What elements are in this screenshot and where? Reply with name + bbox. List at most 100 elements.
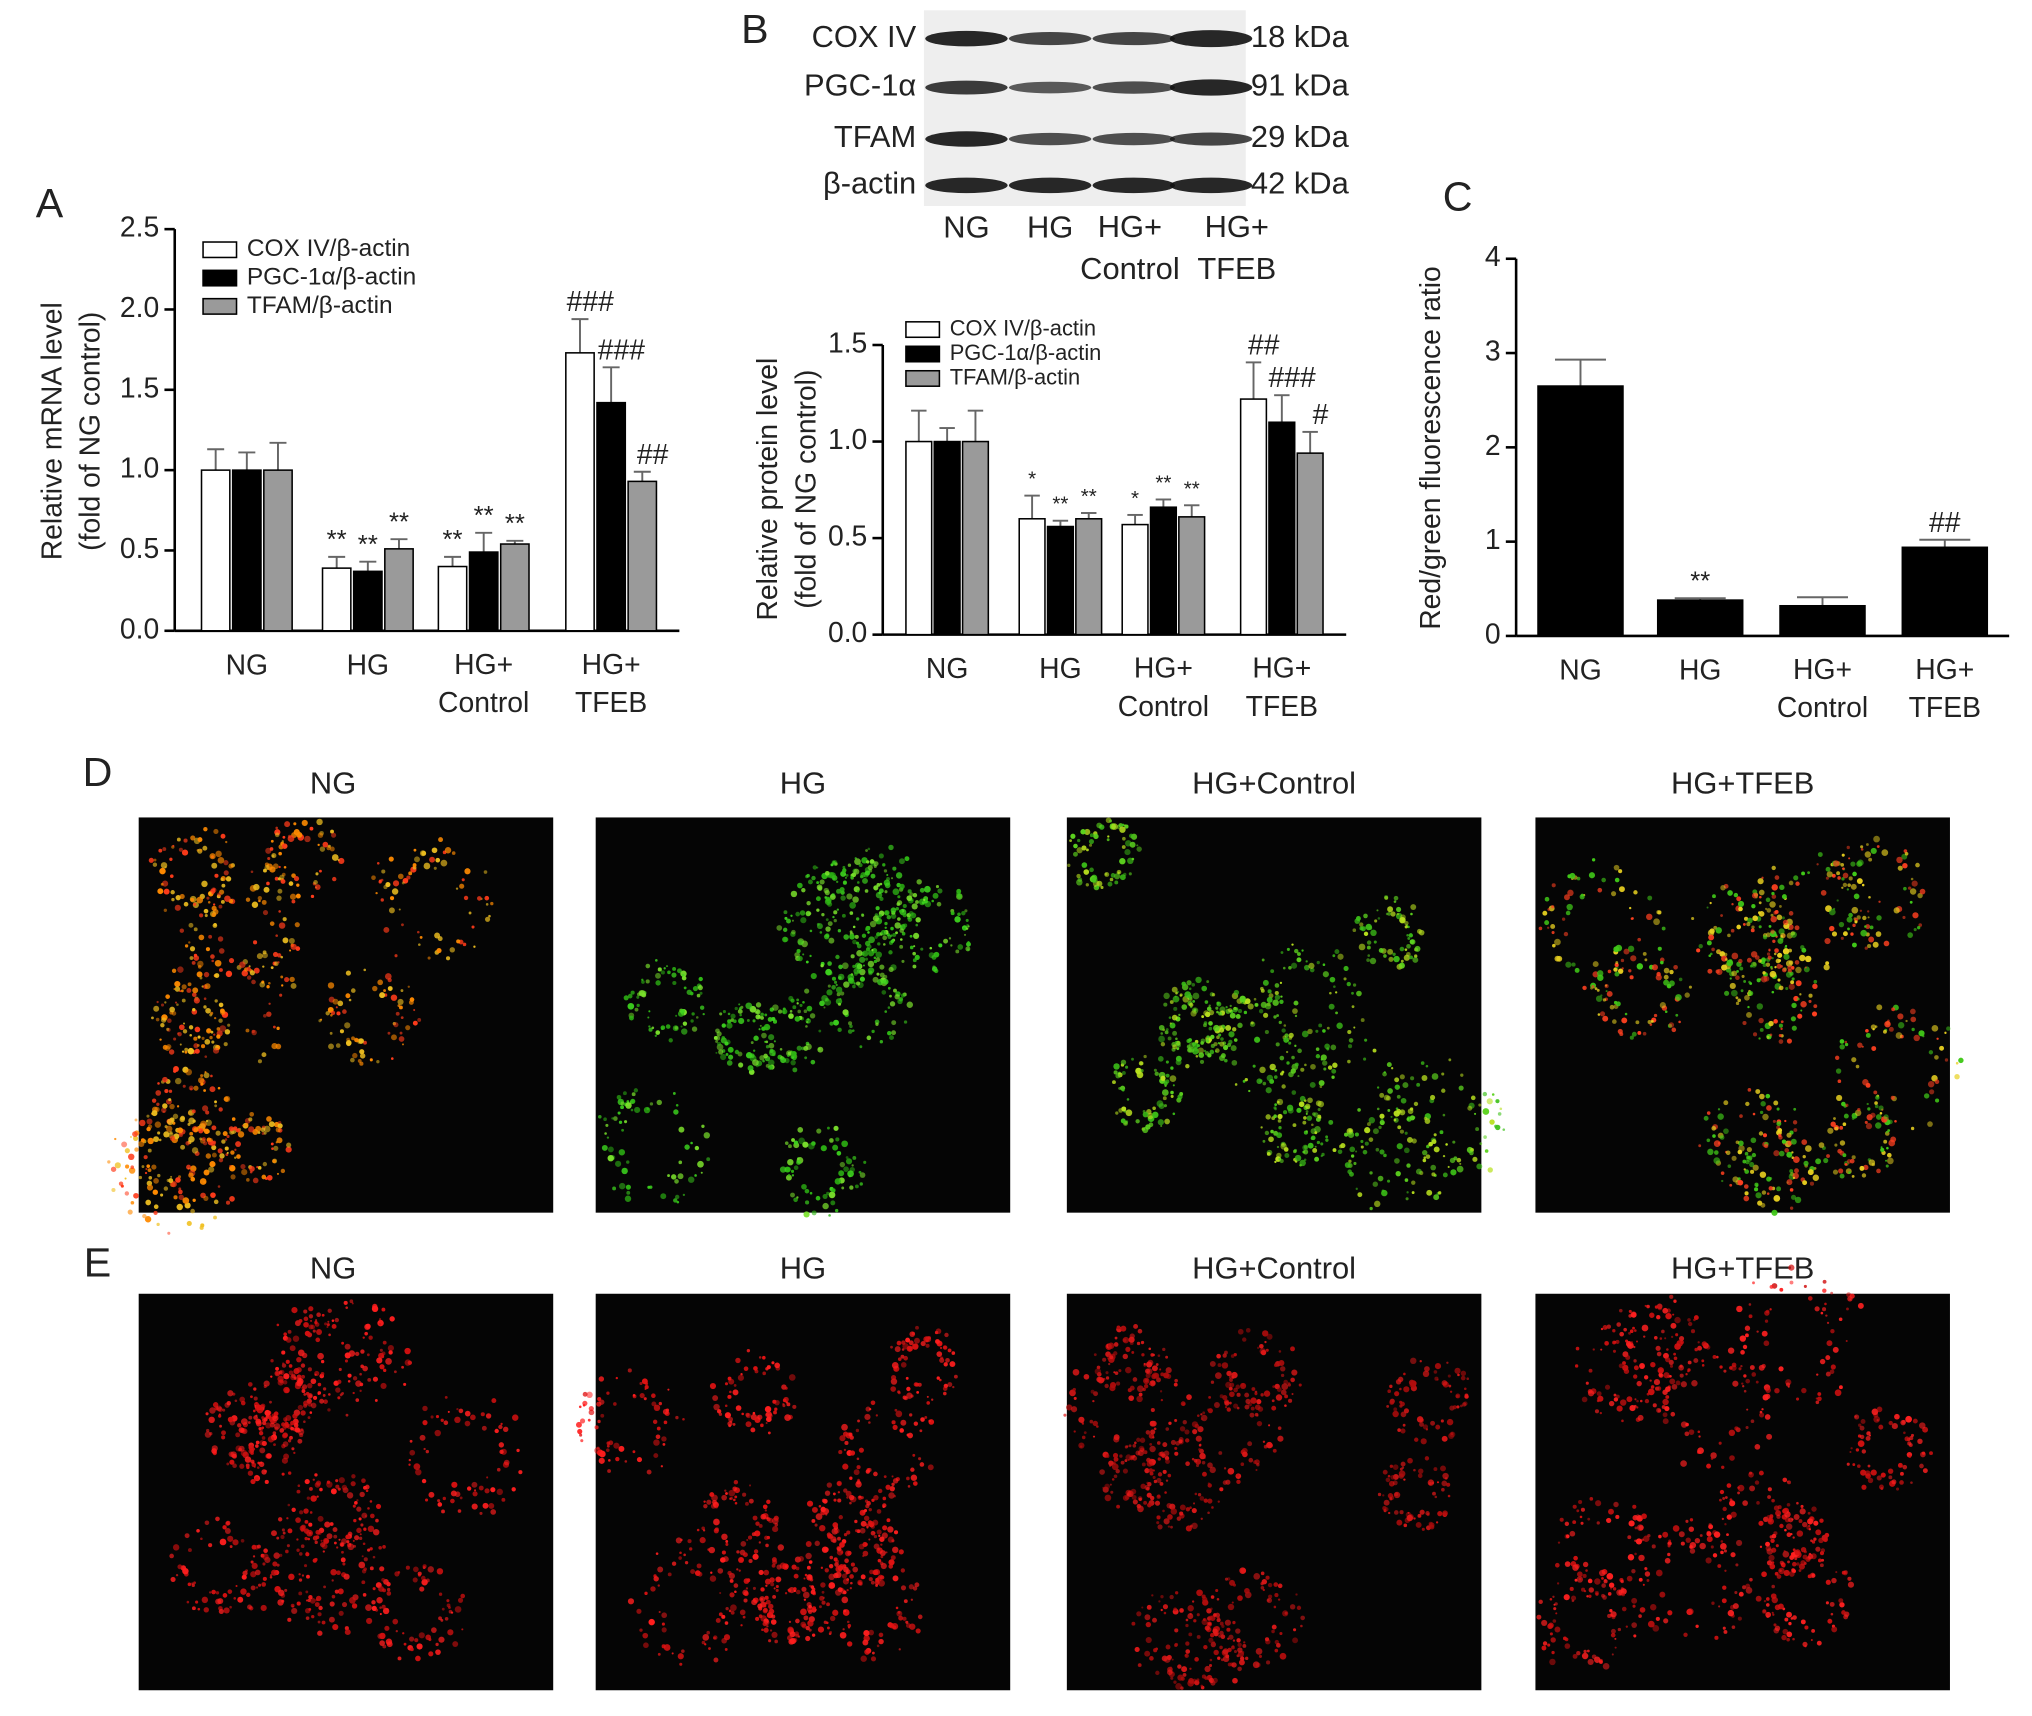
mito-dot bbox=[1617, 968, 1624, 974]
mito-dot bbox=[615, 1456, 620, 1462]
mito-dot bbox=[213, 1016, 217, 1020]
mito-dot bbox=[1179, 993, 1183, 997]
mito-dot bbox=[797, 882, 803, 889]
mito-dot bbox=[1192, 1042, 1199, 1049]
mito-dot bbox=[828, 1214, 831, 1217]
mito-dot bbox=[1228, 1386, 1233, 1391]
mito-dot bbox=[1303, 1099, 1307, 1102]
panel-label: C bbox=[1443, 173, 1473, 219]
mito-dot bbox=[516, 1448, 520, 1453]
bar bbox=[468, 551, 499, 632]
mito-dot bbox=[297, 1484, 301, 1487]
mito-dot bbox=[130, 1200, 135, 1205]
mito-dot bbox=[825, 918, 829, 922]
mito-dot bbox=[921, 901, 925, 905]
blot-band bbox=[925, 80, 1008, 95]
mito-dot bbox=[1883, 1029, 1887, 1034]
mito-dot bbox=[227, 1535, 234, 1542]
mito-dot bbox=[1895, 1032, 1903, 1039]
mito-dot bbox=[655, 959, 658, 962]
mito-dot bbox=[735, 1405, 742, 1411]
mito-dot bbox=[844, 1440, 849, 1446]
mito-dot bbox=[210, 1140, 216, 1147]
mito-dot bbox=[230, 1451, 237, 1458]
mito-dot bbox=[914, 1582, 920, 1588]
mito-dot bbox=[1955, 1061, 1959, 1065]
mito-dot bbox=[282, 917, 287, 922]
mito-dot bbox=[330, 829, 334, 834]
mito-dot bbox=[624, 1460, 628, 1463]
mito-dot bbox=[1073, 1430, 1076, 1433]
mito-dot bbox=[464, 1420, 471, 1427]
mito-dot bbox=[1542, 910, 1548, 916]
mito-dot bbox=[413, 848, 417, 852]
mito-dot bbox=[729, 1390, 732, 1394]
mito-dot bbox=[1731, 970, 1738, 977]
mito-dot bbox=[186, 1600, 190, 1604]
mito-dot bbox=[720, 1053, 727, 1061]
mito-dot bbox=[773, 1040, 776, 1043]
mito-dot bbox=[937, 888, 943, 894]
mito-dot bbox=[1675, 1013, 1679, 1017]
mito-dot bbox=[315, 1337, 321, 1343]
mito-dot bbox=[833, 980, 838, 984]
mito-dot bbox=[181, 1050, 185, 1053]
mito-dot bbox=[868, 1538, 871, 1541]
mito-dot bbox=[164, 866, 167, 869]
mito-dot bbox=[1163, 1081, 1168, 1086]
mito-dot bbox=[917, 1614, 923, 1620]
mito-dot bbox=[1219, 1055, 1225, 1062]
mito-dot bbox=[317, 1382, 322, 1387]
mito-dot bbox=[1758, 959, 1762, 963]
mito-dot bbox=[936, 1376, 940, 1380]
mito-dot bbox=[642, 1632, 649, 1639]
mito-dot bbox=[1293, 1000, 1299, 1006]
mito-dot bbox=[840, 895, 846, 901]
mito-dot bbox=[284, 976, 290, 983]
mito-dot bbox=[1370, 929, 1377, 937]
mito-dot bbox=[1842, 1153, 1847, 1158]
mito-dot bbox=[887, 1006, 891, 1009]
mito-dot bbox=[488, 1502, 495, 1509]
mito-dot bbox=[307, 1537, 311, 1541]
mito-dot bbox=[1745, 1101, 1750, 1107]
mito-dot bbox=[618, 1182, 626, 1190]
mito-dot bbox=[1831, 931, 1838, 937]
mito-dot bbox=[1086, 848, 1089, 852]
mito-dot bbox=[1783, 953, 1790, 960]
mito-dot bbox=[908, 911, 914, 917]
mito-dot bbox=[691, 1012, 695, 1016]
mito-dot bbox=[826, 989, 833, 996]
mito-dot bbox=[329, 1522, 334, 1526]
mito-dot bbox=[437, 1502, 443, 1507]
mito-dot bbox=[687, 1539, 692, 1544]
mito-dot bbox=[180, 989, 184, 993]
mito-dot bbox=[188, 1085, 194, 1091]
mito-dot bbox=[713, 1657, 719, 1663]
mito-dot bbox=[819, 1524, 826, 1532]
mito-dot bbox=[882, 1525, 888, 1531]
mito-dot bbox=[365, 1489, 369, 1493]
mito-dot bbox=[900, 1419, 907, 1426]
mito-dot bbox=[1406, 1136, 1413, 1143]
mito-dot bbox=[954, 916, 961, 923]
mito-dot bbox=[347, 1543, 355, 1551]
mito-dot bbox=[1323, 1067, 1327, 1071]
mito-dot bbox=[743, 1598, 748, 1603]
mito-dot bbox=[678, 1556, 682, 1560]
mito-dot bbox=[597, 1419, 601, 1424]
mito-dot bbox=[793, 1140, 799, 1145]
mito-dot bbox=[892, 1575, 899, 1582]
mito-dot bbox=[847, 1029, 853, 1034]
size-label: 29 kDa bbox=[1251, 119, 1350, 154]
mito-dot bbox=[1387, 948, 1394, 955]
mito-dot bbox=[1274, 1068, 1278, 1072]
mito-dot bbox=[452, 1641, 459, 1647]
mito-dot bbox=[878, 914, 882, 918]
mito-dot bbox=[339, 1029, 345, 1034]
mito-dot bbox=[1934, 1055, 1939, 1060]
mito-dot bbox=[1294, 1044, 1297, 1047]
y-tick-label: 1.0 bbox=[120, 453, 159, 485]
mito-dot bbox=[184, 944, 189, 948]
mito-dot bbox=[1614, 877, 1620, 883]
